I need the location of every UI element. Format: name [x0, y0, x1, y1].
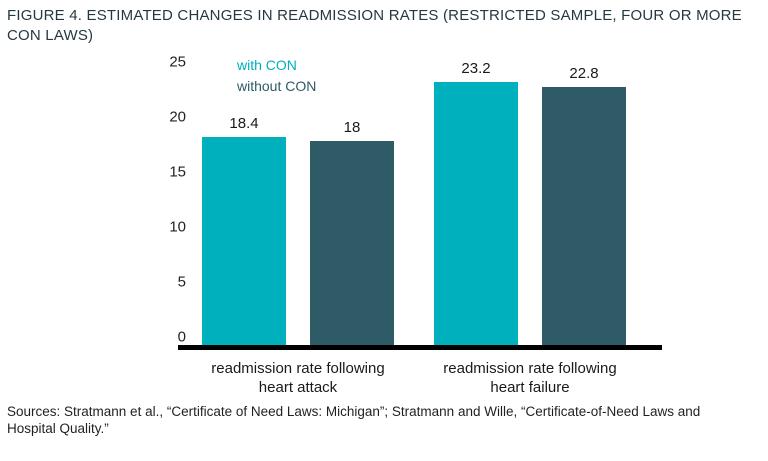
- bar-without-con: [310, 141, 394, 345]
- y-tick-label: 25: [169, 53, 186, 71]
- bar-column: 22.8: [542, 65, 626, 345]
- legend-item-with-con: with CON: [237, 57, 297, 73]
- source-note-line-1: Sources: Stratmann et al., “Certificate …: [7, 404, 701, 419]
- figure-title: FIGURE 4. ESTIMATED CHANGES IN READMISSI…: [7, 6, 752, 46]
- bar-group: 23.2 22.8: [434, 60, 626, 345]
- figure-title-line-1: FIGURE 4. ESTIMATED CHANGES IN READMISSI…: [7, 7, 742, 24]
- bar-column: 18: [310, 119, 394, 345]
- bar-value-label: 18: [343, 119, 361, 136]
- category-label: readmission rate following heart failure: [410, 359, 650, 397]
- source-note-line-2: Hospital Quality.”: [7, 421, 109, 436]
- y-tick-label: 0: [177, 328, 186, 346]
- x-axis-line: [178, 345, 662, 350]
- bar-with-con: [434, 82, 518, 345]
- bar-with-con: [202, 137, 286, 345]
- bar-plot-area: 18.4 18 23.2 22.8: [180, 60, 662, 345]
- bar-value-label: 18.4: [229, 115, 259, 132]
- category-label-line: readmission rate following: [443, 360, 617, 377]
- y-tick-label: 15: [169, 163, 186, 181]
- y-tick-label: 20: [169, 108, 186, 126]
- category-label: readmission rate following heart attack: [178, 359, 418, 397]
- chart-legend: with CON without CON: [237, 55, 316, 97]
- bar-value-label: 22.8: [569, 65, 599, 82]
- bar-without-con: [542, 87, 626, 345]
- y-tick-label: 10: [169, 218, 186, 236]
- bar-column: 18.4: [202, 115, 286, 345]
- bar-group: 18.4 18: [202, 115, 394, 345]
- category-label-line: heart attack: [258, 379, 338, 396]
- legend-item-without-con: without CON: [237, 78, 317, 94]
- bar-column: 23.2: [434, 60, 518, 345]
- y-axis: 0 5 10 15 20 25: [140, 54, 186, 346]
- category-label-line: readmission rate following: [211, 360, 385, 377]
- bar-value-label: 23.2: [461, 60, 491, 77]
- source-note: Sources: Stratmann et al., “Certificate …: [7, 403, 763, 437]
- y-tick-label: 5: [177, 273, 186, 291]
- figure-title-line-2: CON LAWS): [7, 27, 94, 44]
- category-label-line: heart failure: [490, 379, 570, 396]
